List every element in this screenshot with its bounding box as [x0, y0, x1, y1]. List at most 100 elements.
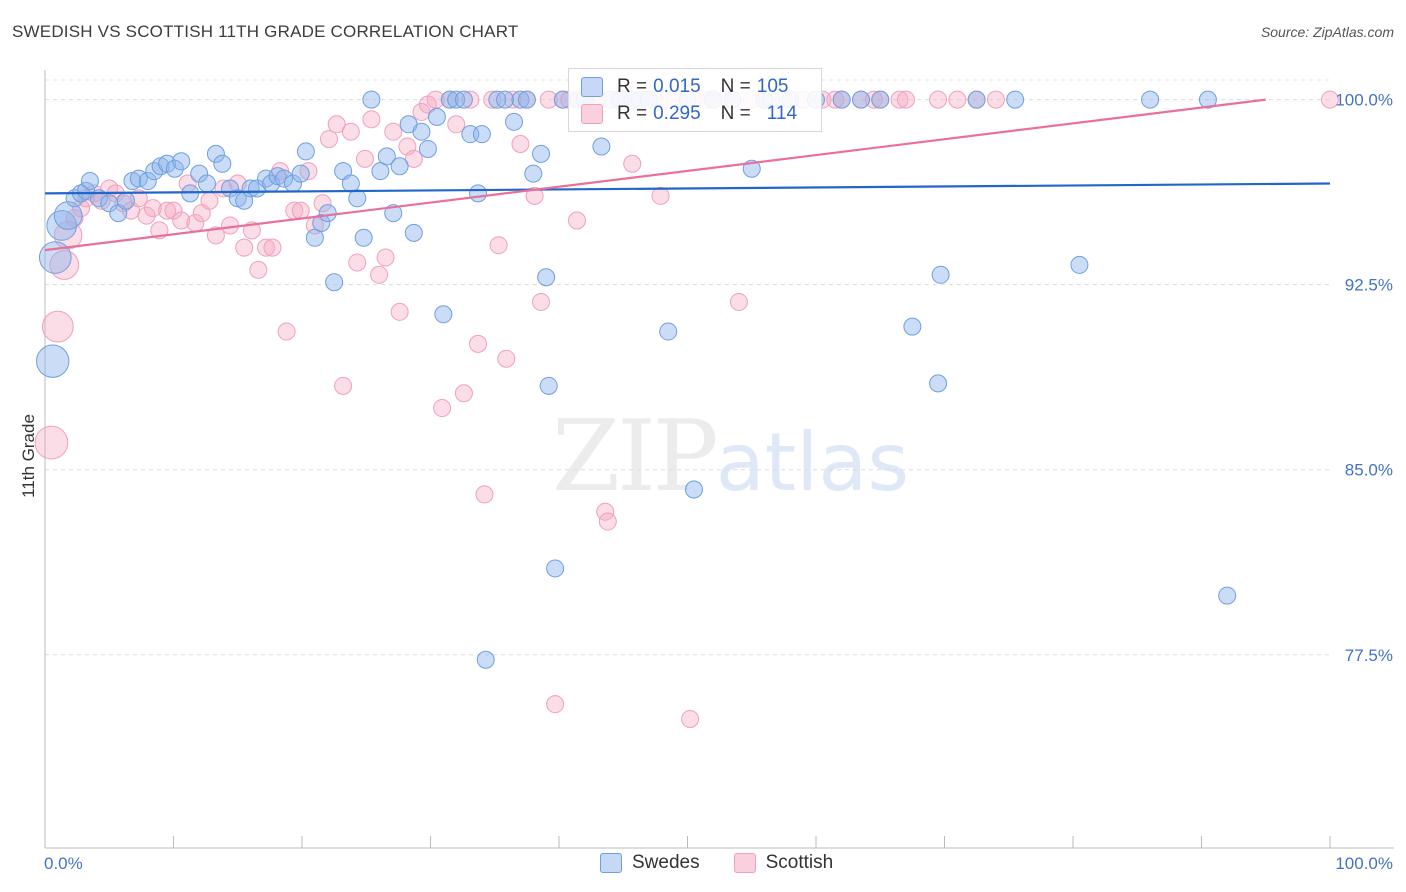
- swedes-swatch: [581, 77, 603, 97]
- x-tick-label: 0.0%: [44, 854, 83, 873]
- swedes-point: [537, 268, 556, 287]
- scottish-point: [404, 149, 423, 168]
- swedes-point: [371, 162, 390, 181]
- swedes-point: [36, 344, 70, 378]
- scottish-point: [221, 216, 240, 235]
- swedes-point: [165, 159, 184, 178]
- scottish-point: [200, 191, 219, 210]
- swedes-point: [929, 374, 948, 393]
- scottish-point: [461, 90, 480, 109]
- swedes-point: [206, 144, 225, 163]
- scottish-point: [948, 90, 967, 109]
- watermark-zip: ZIP: [552, 400, 719, 514]
- swedes-point: [404, 223, 423, 242]
- swedes-point: [546, 559, 565, 578]
- scottish-point: [206, 226, 225, 245]
- grid-lines: [45, 79, 1330, 656]
- swedes-point: [53, 201, 83, 230]
- swedes-point: [967, 90, 986, 109]
- scottish-point: [826, 90, 845, 109]
- scottish-point: [327, 115, 346, 134]
- swedes-n-label: N =: [720, 76, 751, 97]
- legend-item-scottish[interactable]: Scottish: [733, 852, 833, 874]
- y-tick-label: 85.0%: [1345, 461, 1393, 480]
- watermark-atlas: atlas: [715, 416, 910, 509]
- trend-lines: [44, 98, 1331, 252]
- scottish-point: [277, 322, 296, 341]
- swedes-point: [190, 164, 209, 183]
- swedes-point: [1141, 90, 1160, 109]
- swedes-point: [296, 142, 315, 161]
- y-axis-label: 11th Grade: [19, 414, 38, 498]
- swedes-point: [488, 90, 507, 109]
- chart-title: SWEDISH VS SCOTTISH 11TH GRADE CORRELATI…: [12, 22, 519, 41]
- scottish-point: [158, 201, 177, 220]
- swedes-point: [476, 650, 495, 669]
- swedes-point: [362, 90, 381, 109]
- swedes-r-value: 0.015: [653, 76, 701, 97]
- swedes-point: [197, 174, 216, 193]
- scottish-point: [864, 90, 883, 109]
- swedes-point: [903, 317, 922, 336]
- scottish-point: [475, 485, 494, 504]
- scottish-point: [447, 115, 466, 134]
- scottish-point: [598, 512, 617, 531]
- swedes-point: [592, 137, 611, 156]
- scottish-point: [257, 238, 276, 257]
- scottish-point: [511, 135, 530, 154]
- tick-labels: 77.5% 85.0% 92.5% 100.0% 0.0% 100.0%: [44, 91, 1393, 873]
- scottish-point: [623, 154, 642, 173]
- scottish-swatch: [581, 104, 603, 124]
- swedes-point: [275, 169, 294, 188]
- scottish-trend-line: [44, 98, 1266, 252]
- swedes-point: [1070, 255, 1089, 274]
- scottish-legend-swatch: [733, 853, 756, 873]
- scottish-point: [348, 253, 367, 272]
- swedes-point: [1198, 90, 1217, 109]
- scottish-n-value: 114: [766, 103, 798, 124]
- swedes-n-value: 105: [756, 76, 789, 97]
- scottish-r-value: 0.295: [653, 103, 701, 124]
- swedes-legend-label: Swedes: [632, 852, 700, 873]
- swedes-point: [871, 90, 890, 109]
- scottish-point: [539, 90, 558, 109]
- scottish-point: [469, 334, 488, 353]
- swedes-point: [116, 191, 135, 210]
- scottish-point: [376, 248, 395, 267]
- scottish-point: [71, 199, 90, 218]
- swedes-point: [348, 189, 367, 208]
- y-tick-label: 100.0%: [1335, 91, 1393, 110]
- scottish-point: [235, 238, 254, 257]
- scottish-point: [263, 238, 282, 257]
- swedes-point: [684, 480, 703, 499]
- scottish-point: [137, 206, 156, 225]
- swedes-point: [390, 157, 409, 176]
- swedes-point: [454, 90, 473, 109]
- scottish-point: [454, 384, 473, 403]
- swedes-point: [427, 107, 446, 126]
- swedes-point: [312, 213, 331, 232]
- swedes-point: [1218, 586, 1237, 605]
- swedes-legend-swatch: [600, 853, 622, 873]
- swedes-trend-line: [44, 182, 1331, 195]
- scottish-point: [567, 211, 586, 230]
- swedes-point: [1006, 90, 1025, 109]
- swedes-point: [384, 204, 403, 223]
- scottish-point: [355, 149, 374, 168]
- scottish-point: [890, 90, 909, 109]
- swedes-point: [412, 122, 431, 141]
- swedes-point: [496, 90, 515, 109]
- swedes-point: [172, 152, 191, 171]
- swedes-point: [213, 154, 232, 173]
- scottish-point: [164, 201, 183, 220]
- swedes-r-label: R =: [617, 76, 648, 97]
- swedes-point: [325, 273, 344, 292]
- swedes-point: [469, 184, 488, 203]
- scottish-point: [532, 292, 551, 311]
- legend-row-scottish: R = 0.295 N = 114: [581, 102, 797, 126]
- scottish-point: [681, 709, 700, 728]
- swedes-point: [418, 139, 437, 158]
- legend-item-swedes[interactable]: Swedes: [600, 852, 700, 874]
- scottish-point: [1321, 90, 1339, 109]
- scottish-point: [729, 292, 748, 311]
